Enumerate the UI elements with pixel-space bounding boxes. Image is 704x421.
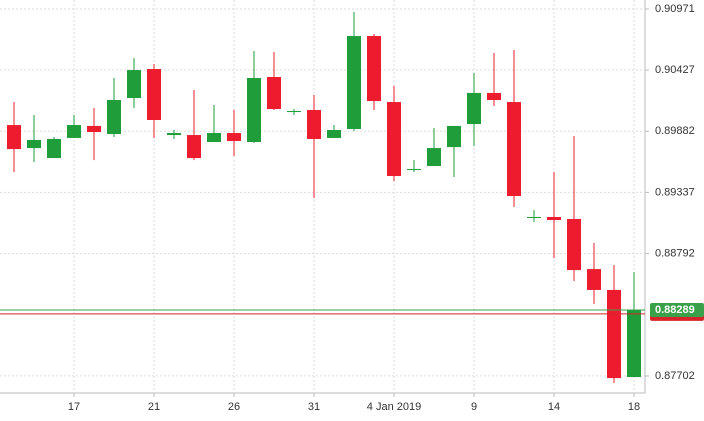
candle-body [207,133,221,143]
candle-body [347,36,361,129]
candle-body [587,269,601,290]
candle-body [107,100,121,135]
candle-body [607,289,621,379]
candle-body [87,125,101,133]
candle-body [187,135,201,159]
y-tick-label: 0.88792 [655,247,695,259]
candle-body [267,77,281,109]
candle-body [427,148,441,167]
candle-body [7,125,21,150]
candle-body [227,133,241,141]
y-tick-label: 0.89882 [655,125,695,137]
candle-body [147,69,161,120]
x-tick-label: 31 [308,401,320,413]
candle-body [627,310,641,378]
candle-body [467,92,481,125]
y-tick-label: 0.89337 [655,186,695,198]
candle-body [527,216,541,218]
candle-body [127,70,141,98]
x-tick-label: 21 [148,401,160,413]
candle-body [367,36,381,102]
price-label-box [650,303,704,318]
candle-body [287,111,301,113]
candle-body [547,216,561,221]
x-tick-label: 18 [628,401,640,413]
x-tick-label: 9 [471,401,477,413]
candle-body [47,138,61,159]
y-tick-label: 0.90427 [655,64,695,76]
candle-body [567,219,581,271]
y-tick-label: 0.87702 [655,370,695,382]
candle-body [487,92,501,101]
candle-body [407,169,421,171]
y-tick-label: 0.90971 [655,3,695,15]
candle-body [167,133,181,136]
x-tick-label: 4 Jan 2019 [367,401,421,413]
candle-body [447,125,461,148]
x-tick-label: 17 [68,401,80,413]
x-tick-label: 14 [548,401,560,413]
candle-body [27,139,41,149]
candle-body [327,129,341,138]
candle-body [507,102,521,196]
x-tick-label: 26 [228,401,240,413]
candle-body [307,110,321,139]
candle-body [387,102,401,177]
candle-body [67,125,81,138]
price-label: 0.88289 [655,304,695,316]
candle-body [247,78,261,143]
